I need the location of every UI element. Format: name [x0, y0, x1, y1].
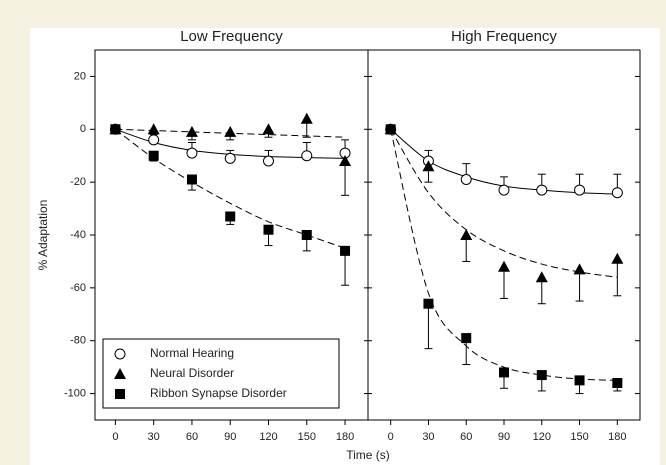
x-tick-label: 180	[336, 431, 354, 443]
y-tick-label: -60	[70, 282, 86, 294]
marker	[461, 333, 472, 344]
x-tick-label: 60	[460, 431, 472, 443]
marker	[110, 124, 121, 135]
marker	[574, 375, 585, 386]
y-tick-label: -20	[70, 176, 86, 188]
marker	[535, 271, 548, 283]
marker	[340, 245, 351, 256]
x-tick-label: 60	[186, 431, 198, 443]
y-tick-label: -80	[70, 335, 86, 347]
marker	[185, 125, 198, 137]
legend-marker	[115, 389, 125, 399]
x-tick-label: 150	[570, 431, 588, 443]
legend-label: Ribbon Synapse Disorder	[150, 386, 287, 400]
marker	[536, 370, 547, 381]
marker	[422, 160, 435, 172]
marker	[263, 224, 274, 235]
marker	[186, 147, 198, 159]
marker	[148, 134, 160, 146]
marker	[385, 124, 396, 135]
marker	[224, 152, 236, 164]
marker	[147, 123, 160, 135]
marker	[300, 112, 313, 124]
marker	[498, 260, 510, 272]
x-tick-label: 90	[224, 431, 236, 443]
marker	[460, 174, 472, 185]
marker	[498, 184, 510, 196]
marker	[224, 125, 237, 137]
panel-title: High Frequency	[451, 28, 557, 45]
marker	[574, 184, 586, 196]
x-axis-label: Time (s)	[346, 448, 390, 462]
marker	[301, 150, 313, 162]
marker	[573, 263, 586, 275]
marker	[148, 150, 159, 161]
x-tick-label: 0	[112, 431, 118, 443]
marker	[339, 155, 352, 166]
y-tick-label: 0	[80, 123, 86, 135]
marker	[423, 298, 434, 309]
marker	[460, 229, 473, 240]
x-tick-label: 30	[148, 431, 160, 443]
y-tick-label: -100	[64, 387, 86, 399]
marker	[301, 230, 312, 240]
x-tick-label: 90	[498, 431, 510, 443]
marker	[499, 367, 509, 378]
y-tick-label: -40	[70, 229, 86, 241]
marker	[262, 155, 274, 167]
y-tick-label: 20	[74, 70, 86, 82]
marker	[612, 378, 623, 388]
legend-box	[102, 338, 340, 409]
x-tick-label: 150	[298, 431, 316, 443]
marker	[611, 252, 624, 264]
legend-marker	[114, 368, 126, 379]
legend-label: Normal Hearing	[150, 346, 234, 360]
y-axis-label: % Adaptation	[36, 200, 50, 271]
x-tick-label: 30	[422, 431, 434, 443]
legend-marker	[114, 348, 126, 360]
legend-label: Neural Disorder	[150, 366, 234, 380]
marker	[536, 184, 548, 196]
x-tick-label: 180	[608, 431, 626, 443]
marker	[186, 174, 197, 185]
x-tick-label: 120	[533, 431, 551, 443]
marker	[225, 211, 236, 222]
marker	[611, 187, 623, 199]
x-tick-label: 120	[259, 431, 277, 443]
x-tick-label: 0	[388, 431, 394, 443]
marker	[262, 123, 275, 135]
panel-title: Low Frequency	[180, 28, 283, 45]
